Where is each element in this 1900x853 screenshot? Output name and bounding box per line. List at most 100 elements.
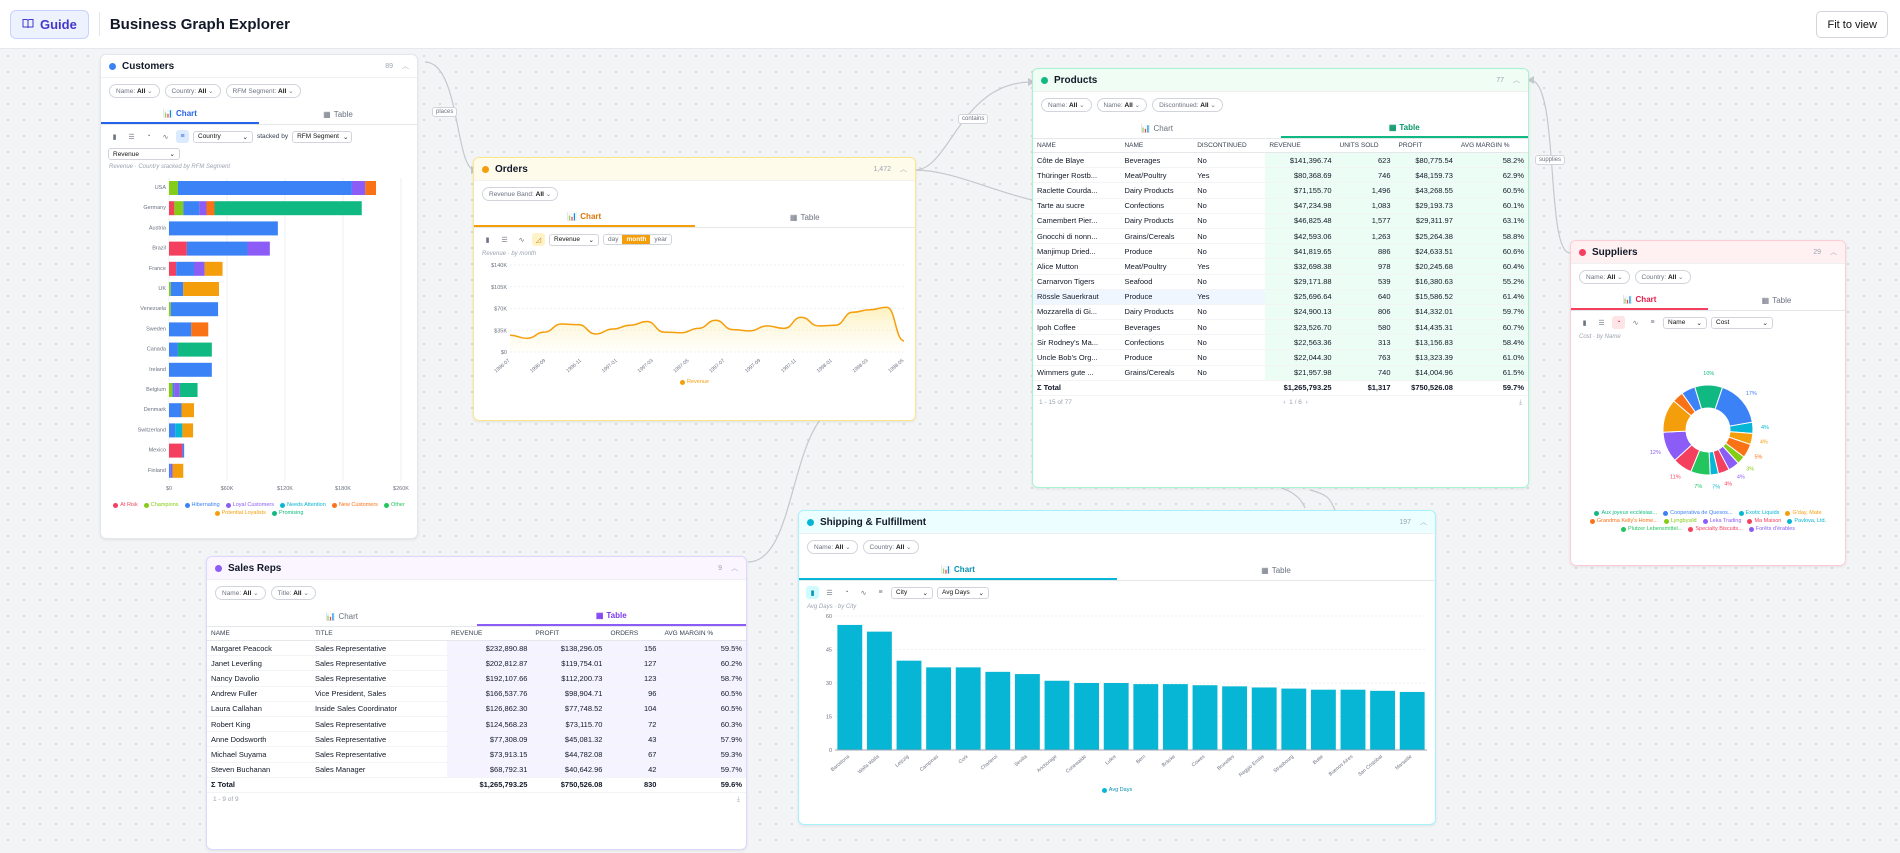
group-by-select[interactable]: Country ⌄ — [193, 130, 253, 143]
table-row[interactable]: Sir Rodney's Ma... Confections No $22,563.3… — [1033, 334, 1528, 351]
granularity-month[interactable]: month — [622, 235, 651, 244]
hbar-chart-icon[interactable]: ☰ — [1598, 319, 1605, 327]
download-icon[interactable]: ⤓ — [1519, 399, 1522, 406]
table-row[interactable]: Rössle Sauerkraut Produce Yes $25,696.64 640… — [1033, 289, 1528, 305]
legend-item[interactable]: Hibernating — [184, 502, 220, 508]
table-row[interactable]: Laura Callahan Inside Sales Coordinator $1… — [207, 701, 746, 717]
col-category[interactable]: NAME — [1120, 139, 1194, 153]
bar-chart-icon[interactable]: ▮ — [485, 236, 490, 244]
table-row[interactable]: Mozzarella di Gi... Dairy Products No $24,9… — [1033, 304, 1528, 321]
metric-select[interactable]: Cost ⌄ — [1711, 316, 1773, 329]
table-row[interactable]: Anne Dodsworth Sales Representative $77,30… — [207, 731, 746, 748]
filter-revenue-band[interactable]: Revenue Band: All ⌄ — [482, 187, 559, 201]
stacked-chart-icon[interactable]: ≡ — [176, 130, 189, 143]
table-row[interactable]: Janet Leverling Sales Representative $202,… — [207, 655, 746, 672]
legend-item[interactable]: Pavlova, Ltd. — [1787, 518, 1826, 524]
table-row[interactable]: Nancy Davolio Sales Representative $192,10… — [207, 670, 746, 687]
col-units-sold[interactable]: UNITS SOLD — [1335, 139, 1395, 153]
sales-reps-node[interactable]: Sales Reps 9 ︿ Name: All ⌄ Title: All ⌄ … — [206, 556, 747, 850]
node-header[interactable]: Products 77 ︿ — [1033, 69, 1528, 92]
table-row[interactable]: Manjimup Dried... Produce No $41,819.65 886 $… — [1033, 243, 1528, 260]
legend-item[interactable]: Needs Attention — [279, 502, 326, 508]
col-orders[interactable]: ORDERS — [606, 627, 661, 641]
bar-chart-icon[interactable]: ▮ — [1582, 319, 1587, 327]
collapse-chevron-icon[interactable]: ︿ — [1830, 249, 1837, 256]
node-header[interactable]: Sales Reps 9 ︿ — [207, 557, 746, 580]
node-header[interactable]: Suppliers 29 ︿ — [1571, 241, 1845, 264]
edge-orders-products[interactable] — [914, 81, 1033, 171]
tab-chart[interactable]: 📊 Chart — [101, 104, 259, 124]
line-chart-icon[interactable]: ∿ — [518, 236, 525, 244]
table-row[interactable]: Gnocchi di nonn... Grains/Cereals No $42,59… — [1033, 228, 1528, 245]
line-chart-icon[interactable]: ∿ — [860, 589, 867, 597]
filter-discontinued[interactable]: Discontinued: All ⌄ — [1152, 98, 1223, 112]
shipping-node[interactable]: Shipping & Fulfillment 197 ︿ Name: All ⌄… — [798, 510, 1436, 825]
col-name[interactable]: NAME — [207, 627, 311, 641]
node-header[interactable]: Shipping & Fulfillment 197 ︿ — [799, 511, 1435, 534]
filter-name-2[interactable]: Name: All ⌄ — [1096, 98, 1148, 112]
legend-item[interactable]: Exotic Liquids — [1738, 510, 1779, 516]
col-revenue[interactable]: REVENUE — [446, 627, 532, 641]
table-row[interactable]: Andrew Fuller Vice President, Sales $166,5… — [207, 686, 746, 702]
hbar-chart-icon[interactable]: ☰ — [826, 589, 833, 597]
table-row[interactable]: Uncle Bob's Org... Produce No $22,044.30 763… — [1033, 349, 1528, 366]
customers-node[interactable]: Customers 89 ︿ Name: All ⌄ Country: All … — [100, 54, 418, 539]
bar-chart-icon[interactable]: ▮ — [112, 133, 117, 141]
collapse-chevron-icon[interactable]: ︿ — [731, 565, 738, 572]
legend-item[interactable]: G'day, Mate — [1785, 510, 1822, 516]
col-name[interactable]: NAME — [1033, 139, 1121, 153]
collapse-chevron-icon[interactable]: ︿ — [900, 166, 907, 173]
legend-item[interactable]: Other — [383, 502, 405, 508]
legend-item[interactable]: New Customers — [331, 502, 378, 508]
table-row[interactable]: Robert King Sales Representative $124,568.… — [207, 716, 746, 733]
table-row[interactable]: Steven Buchanan Sales Manager $68,792.31 $4… — [207, 762, 746, 778]
stack-by-select[interactable]: RFM Segment ⌄ — [292, 130, 353, 143]
bar-chart-icon[interactable]: ▮ — [806, 586, 819, 599]
granularity-toggle[interactable]: day month year — [603, 234, 672, 245]
metric-select[interactable]: Avg Days ⌄ — [937, 586, 989, 599]
legend-item[interactable]: Aux joyeux ecclésias... — [1594, 510, 1657, 516]
table-row[interactable]: Côte de Blaye Beverages No $141,396.74 623 $8… — [1033, 152, 1528, 169]
filter-rfm-segment[interactable]: RFM Segment: All ⌄ — [225, 84, 301, 98]
legend-item[interactable]: Loyal Customers — [225, 502, 274, 508]
tab-table[interactable]: ▦ Table — [476, 606, 746, 626]
guide-button[interactable]: Guide — [10, 9, 89, 39]
legend-item[interactable]: Promising — [271, 510, 303, 516]
legend-item[interactable]: Specialty Biscuits... — [1688, 526, 1743, 532]
filter-name[interactable]: Name: All ⌄ — [1579, 270, 1630, 284]
tab-table[interactable]: ▦ Table — [323, 109, 353, 119]
suppliers-node[interactable]: Suppliers 29 ︿ Name: All ⌄ Country: All … — [1570, 240, 1846, 566]
collapse-chevron-icon[interactable]: ︿ — [402, 63, 409, 70]
fit-to-view-button[interactable]: Fit to view — [1816, 11, 1888, 38]
table-row[interactable]: Wimmers gute ... Grains/Cereals No $21,957.… — [1033, 365, 1528, 381]
legend-item[interactable]: Ma Maison — [1747, 518, 1781, 524]
col-avg-margin[interactable]: AVG MARGIN % — [660, 627, 746, 641]
pie-chart-icon[interactable]: ◔ — [1612, 316, 1625, 329]
tab-table[interactable]: ▦ Table — [1261, 565, 1291, 575]
metric-select[interactable]: Revenue ⌄ — [108, 148, 180, 160]
col-title[interactable]: TITLE — [310, 627, 447, 641]
collapse-chevron-icon[interactable]: ︿ — [1513, 77, 1520, 84]
table-row[interactable]: Ipoh Coffee Beverages No $23,526.70 580 $14,4… — [1033, 319, 1528, 336]
col-discontinued[interactable]: DISCONTINUED — [1193, 139, 1266, 153]
tab-chart[interactable]: 📊 Chart — [1140, 123, 1174, 133]
legend-item[interactable]: Cooperativa de Quesos... — [1663, 510, 1733, 516]
tab-chart[interactable]: 📊 Chart — [799, 560, 1117, 580]
pager-controls[interactable]: ‹ 1 / 6 › — [1283, 399, 1308, 406]
line-chart-icon[interactable]: ∿ — [162, 133, 169, 141]
group-by-select[interactable]: City ⌄ — [891, 586, 933, 599]
area-chart-icon[interactable]: ◿ — [532, 233, 545, 246]
legend-item[interactable]: Lyngbysild — [1663, 518, 1697, 524]
hbar-chart-icon[interactable]: ☰ — [128, 133, 135, 141]
col-profit[interactable]: PROFIT — [531, 627, 607, 641]
legend-item[interactable]: Plutzer Lebensmittel... — [1620, 526, 1682, 532]
filter-country[interactable]: Country: All ⌄ — [1634, 270, 1691, 284]
table-row[interactable]: Margaret Peacock Sales Representative $232… — [207, 640, 746, 657]
tab-table[interactable]: ▦ Table — [1280, 118, 1528, 138]
tab-table[interactable]: ▦ Table — [1761, 295, 1792, 305]
stacked-chart-icon[interactable]: ≡ — [878, 589, 883, 596]
tab-table[interactable]: ▦ Table — [789, 212, 820, 222]
col-revenue[interactable]: REVENUE — [1265, 139, 1336, 153]
edge-suppliers-products[interactable] — [1529, 79, 1571, 254]
hbar-chart-icon[interactable]: ☰ — [501, 236, 508, 244]
